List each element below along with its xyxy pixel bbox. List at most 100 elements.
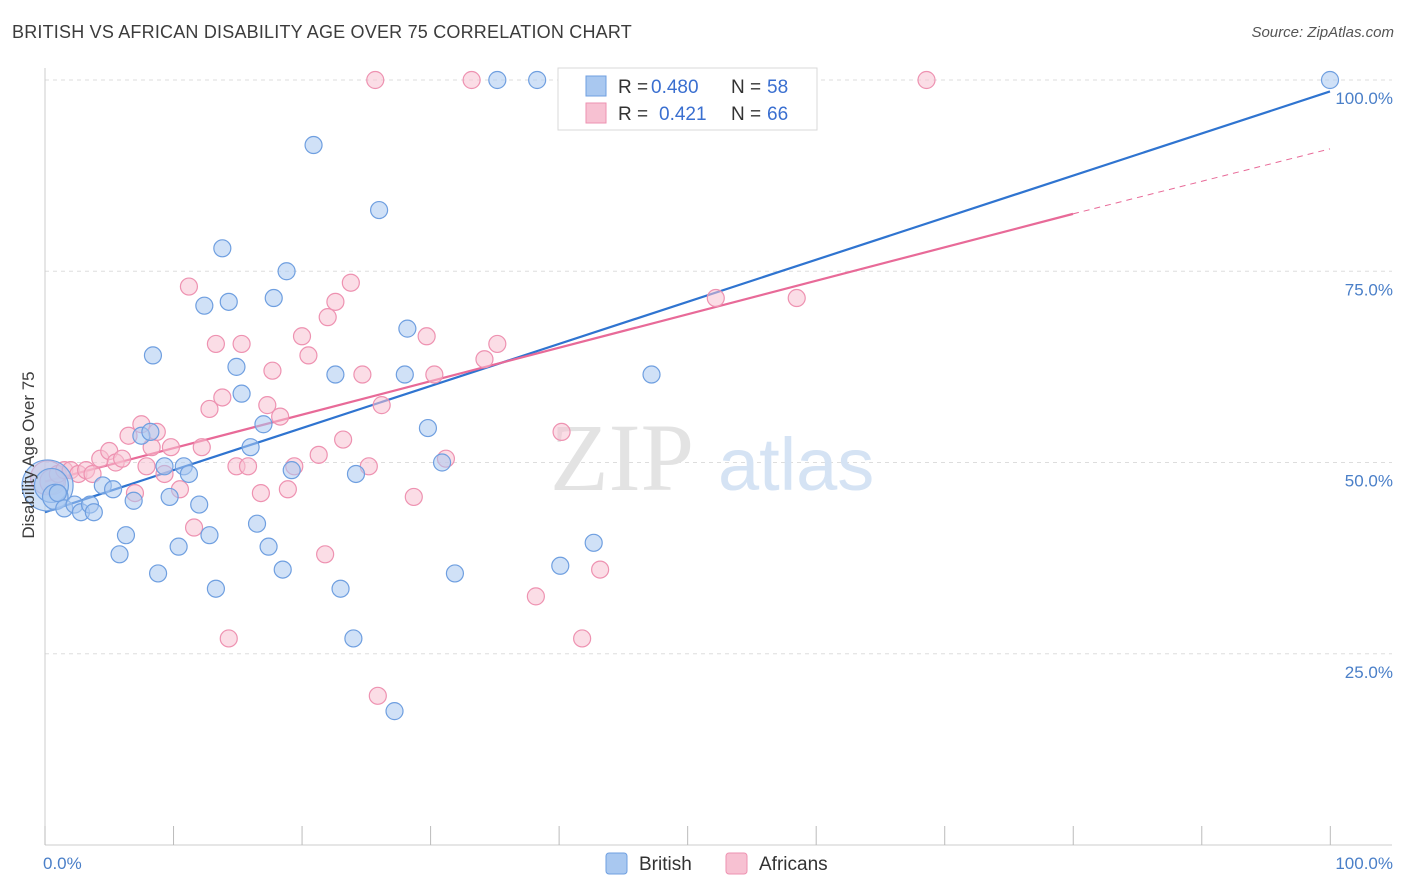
africans-point: [192, 438, 211, 457]
british-point: [344, 629, 363, 648]
africans-point: [404, 487, 423, 507]
africans-point: [326, 292, 345, 311]
british-point: [241, 438, 260, 457]
africans-point: [206, 334, 226, 354]
data-points: [21, 70, 1340, 721]
british-point: [432, 453, 452, 472]
africans-point: [161, 438, 181, 457]
british-point: [179, 464, 199, 484]
british-point: [160, 487, 179, 507]
grid-lines: [45, 79, 1392, 655]
british-point: [370, 200, 389, 220]
chart-source: Source: ZipAtlas.com: [1251, 24, 1394, 41]
legend-r-value-british: 0.480: [651, 77, 699, 98]
british-point: [143, 346, 163, 365]
africans-point: [263, 361, 282, 380]
british-point: [104, 480, 123, 499]
watermark-zip: ZIP: [550, 404, 694, 511]
british-point: [190, 495, 209, 514]
y-tick-label: 50.0%: [1345, 472, 1393, 491]
africans-point: [219, 629, 238, 648]
africans-point: [271, 407, 290, 426]
africans-point: [83, 464, 102, 484]
legend-swatch-british: [585, 75, 607, 97]
legend-r-label-africans: R =: [618, 104, 648, 125]
africans-point: [292, 327, 312, 346]
x-tick-label-start: 0.0%: [43, 854, 82, 873]
british-point: [1320, 70, 1340, 90]
british-point: [148, 564, 168, 583]
africans-point: [309, 445, 328, 464]
africans-point: [366, 70, 385, 90]
british-point: [247, 514, 267, 533]
africans-point: [137, 457, 156, 476]
british-point: [116, 526, 136, 545]
trend-lines: [44, 90, 1331, 514]
british-point: [642, 365, 661, 384]
british-point: [385, 702, 404, 721]
africans-point: [179, 277, 199, 296]
british-point: [232, 384, 251, 403]
legend-r-value-africans: 0.421: [659, 104, 707, 125]
africans-point: [278, 480, 297, 499]
british-point: [273, 560, 292, 579]
british-point: [200, 526, 219, 545]
british-point: [282, 461, 301, 480]
british-point: [528, 70, 547, 90]
british-point: [141, 422, 160, 441]
africans-point: [334, 430, 353, 449]
bottom-legend-swatch-africans: [725, 852, 748, 875]
africans-point: [318, 308, 337, 327]
british-point: [277, 262, 296, 281]
axes: [44, 68, 1392, 846]
british-point: [398, 319, 417, 338]
watermark: ZIP atlas: [550, 404, 874, 511]
x-tick-label-end: 100.0%: [1335, 854, 1393, 873]
british-trend-line: [44, 90, 1331, 514]
british-point: [110, 545, 129, 564]
british-point: [206, 579, 226, 598]
bottom-legend-label-africans: Africans: [759, 854, 828, 875]
africans-point: [299, 346, 318, 365]
y-tick-label: 25.0%: [1345, 663, 1393, 682]
africans-point: [706, 288, 725, 308]
british-point: [346, 464, 366, 484]
africans-point: [200, 399, 219, 419]
africans-point: [462, 70, 481, 90]
africans-point: [591, 560, 610, 579]
legend-swatch-africans: [585, 102, 607, 124]
british-point: [331, 579, 350, 598]
africans-trend-line: [44, 212, 1074, 483]
chart-title: BRITISH VS AFRICAN DISABILITY AGE OVER 7…: [12, 22, 632, 42]
legend: R = 0.480 N = 58 R = 0.421 N = 66: [557, 67, 818, 131]
british-point: [254, 415, 273, 434]
legend-r-label-british: R =: [618, 77, 648, 98]
x-tick-labels: 0.0% 100.0%: [43, 854, 1393, 873]
bottom-legend: British Africans: [605, 852, 828, 875]
british-point: [488, 70, 507, 90]
africans-point: [425, 365, 444, 384]
africans-point: [917, 70, 936, 90]
british-point: [326, 365, 345, 384]
africans-point: [368, 686, 387, 705]
british-point: [445, 564, 465, 583]
british-point: [155, 457, 174, 476]
africans-point: [353, 365, 372, 384]
legend-n-value-british: 58: [767, 77, 788, 98]
british-point: [584, 533, 603, 552]
british-point: [264, 288, 283, 308]
africans-point: [475, 350, 494, 369]
africans-point: [526, 587, 545, 606]
y-tick-label: 100.0%: [1335, 89, 1393, 108]
africans-trend-extension: [1072, 148, 1331, 215]
british-point: [304, 135, 323, 155]
africans-point: [372, 396, 391, 415]
africans-point: [316, 545, 335, 564]
africans-point: [213, 388, 232, 407]
africans-point: [251, 484, 270, 503]
africans-point: [341, 273, 360, 292]
y-axis-title: Disability Age Over 75: [19, 371, 38, 538]
legend-n-label-british: N =: [731, 77, 761, 98]
africans-point: [184, 518, 204, 537]
british-point: [395, 365, 414, 384]
